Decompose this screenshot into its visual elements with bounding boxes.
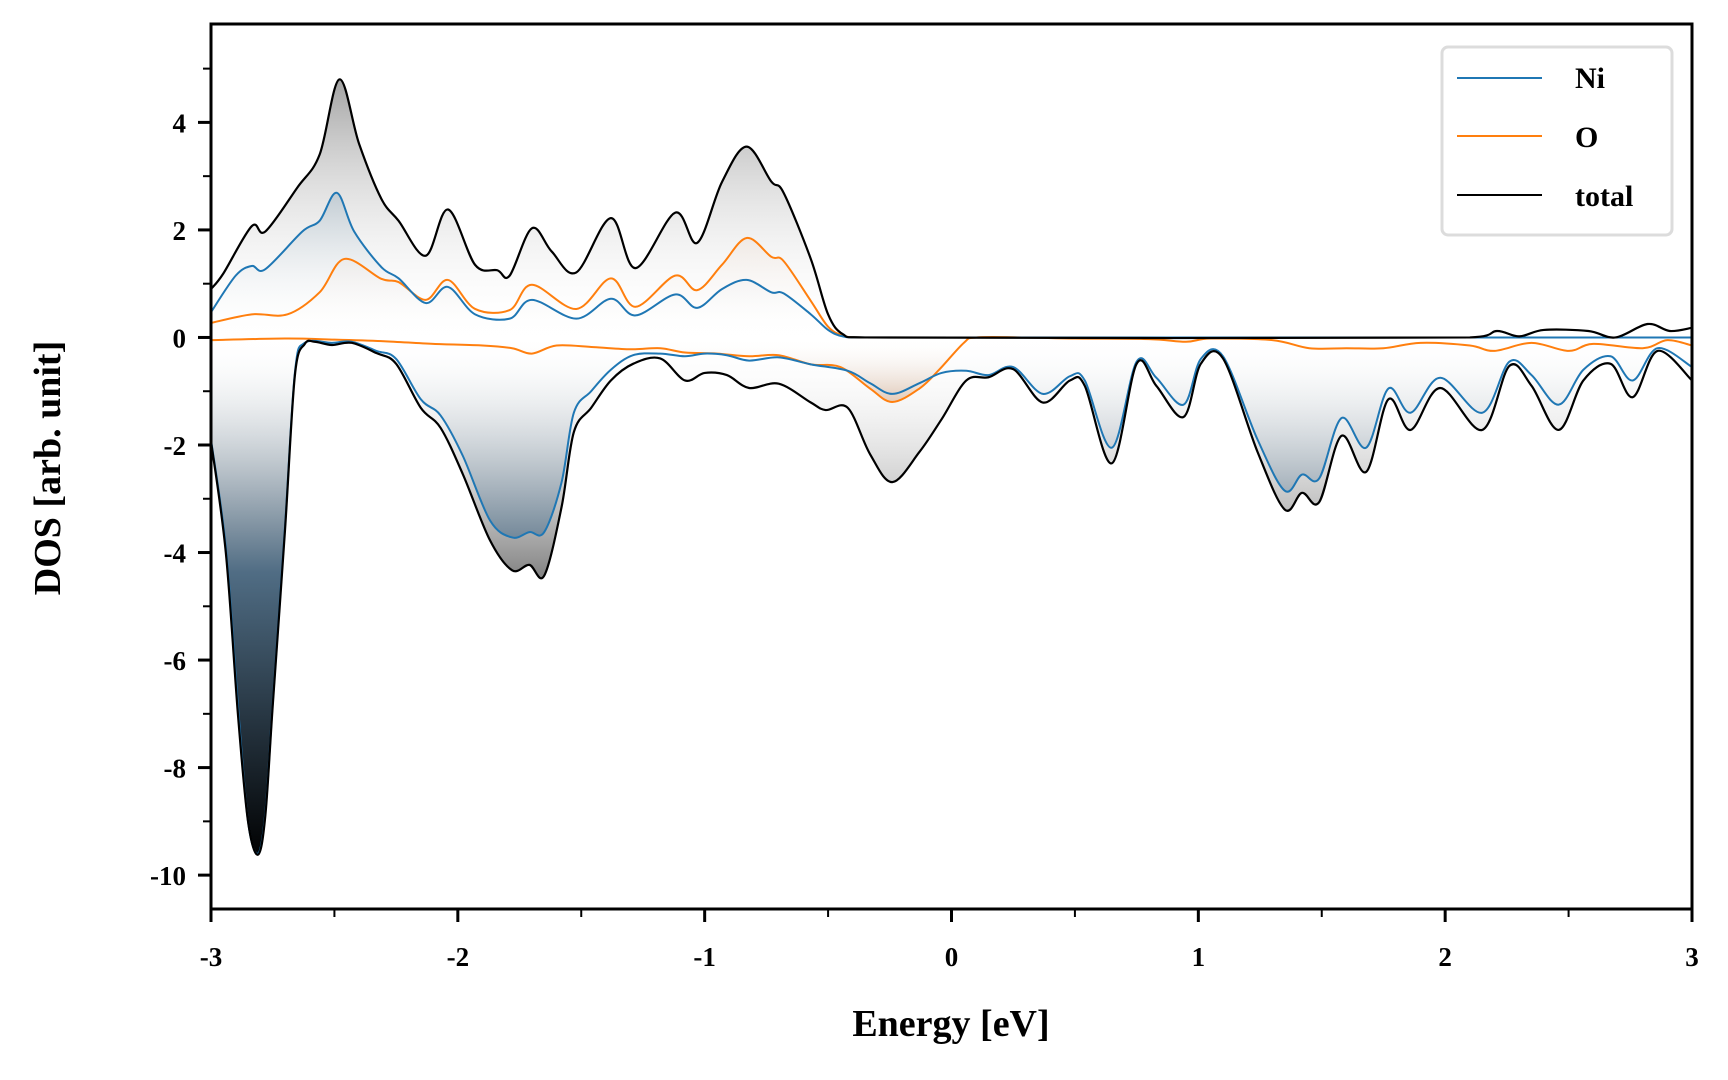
legend-label-total: total	[1575, 180, 1633, 213]
x-tick-label: -3	[200, 942, 223, 972]
legend-label-o: O	[1575, 121, 1598, 154]
o-spin-down-line	[211, 336, 1692, 403]
y-tick-label: -2	[164, 431, 187, 461]
total-spin-up-fill	[211, 79, 1692, 339]
legend-label-ni: Ni	[1575, 62, 1605, 95]
legend-box	[1440, 45, 1674, 237]
legend: Ni O total	[1440, 45, 1674, 237]
x-tick-label: 1	[1192, 942, 1206, 972]
ni-spin-down-fill	[211, 337, 1692, 854]
total-spin-down-line	[211, 339, 1692, 856]
o-spin-down-fill	[211, 337, 1692, 402]
y-axis: -10 -8 -6 -4 -2 0 2 4	[150, 67, 211, 891]
y-tick-label: -8	[164, 754, 187, 784]
x-axis: -3 -2 -1 0 1 2 3	[200, 909, 1699, 972]
y-tick-label: -6	[164, 646, 187, 676]
dos-lines	[211, 78, 1692, 856]
x-tick-label: -1	[693, 942, 716, 972]
ni-spin-up-line	[211, 191, 1692, 339]
y-tick-label: 4	[173, 108, 187, 138]
y-tick-label: -4	[164, 539, 187, 569]
x-tick-label: 2	[1438, 942, 1452, 972]
x-tick-label: -2	[447, 942, 470, 972]
o-spin-up-fill	[211, 237, 1692, 338]
total-spin-down-fill	[211, 337, 1692, 855]
total-spin-up-line	[211, 78, 1692, 340]
y-tick-label: 0	[173, 323, 187, 353]
x-tick-label: 3	[1685, 942, 1699, 972]
y-axis-title: DOS [arb. unit]	[27, 341, 69, 595]
y-tick-label: 2	[173, 216, 187, 246]
x-axis-title: Energy [eV]	[852, 1003, 1049, 1045]
x-tick-label: 0	[945, 942, 959, 972]
o-spin-up-line	[211, 236, 1692, 339]
dos-fills	[211, 79, 1692, 855]
y-tick-label: -10	[150, 861, 186, 891]
